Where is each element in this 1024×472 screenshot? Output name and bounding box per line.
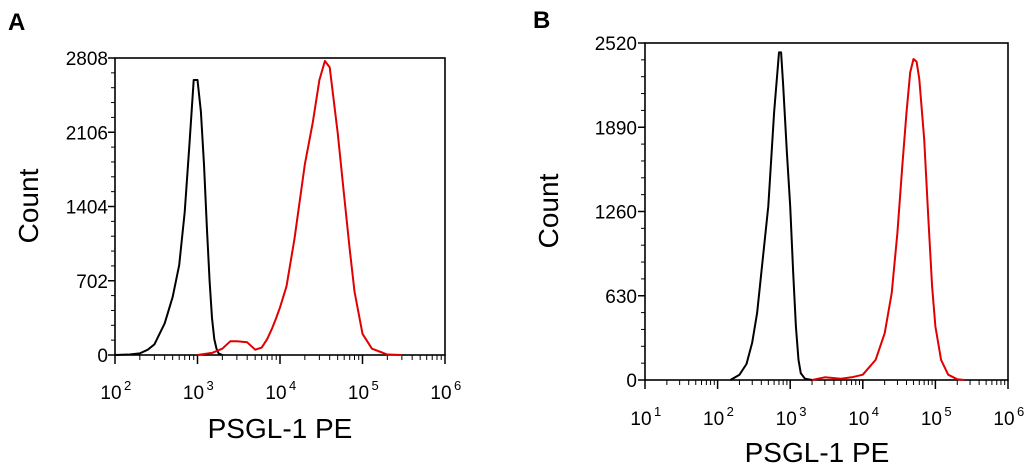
x-tick-exponent: 6 bbox=[1017, 404, 1024, 419]
x-tick-label: 10 bbox=[265, 383, 286, 404]
x-axis-title: PSGL-1 PE bbox=[745, 437, 890, 468]
panel-label: A bbox=[8, 9, 25, 36]
x-tick-label: 10 bbox=[776, 409, 797, 430]
y-tick-label: 2520 bbox=[595, 34, 637, 55]
y-tick-label: 0 bbox=[626, 371, 637, 392]
y-axis-title: Count bbox=[533, 173, 564, 248]
x-tick-label: 10 bbox=[848, 409, 869, 430]
series-line-stained bbox=[197, 60, 402, 356]
y-tick-label: 0 bbox=[97, 346, 108, 367]
series-line-control bbox=[114, 79, 223, 356]
x-tick-exponent: 1 bbox=[654, 404, 661, 419]
series-line-control bbox=[729, 51, 813, 381]
y-tick-label: 2808 bbox=[66, 49, 108, 70]
plot-frame bbox=[114, 57, 446, 356]
panel-label: B bbox=[533, 7, 550, 34]
y-tick-label: 1890 bbox=[595, 118, 637, 139]
x-tick-label: 10 bbox=[183, 383, 204, 404]
x-tick-label: 10 bbox=[430, 383, 451, 404]
x-tick-exponent: 6 bbox=[454, 378, 461, 393]
x-tick-label: 10 bbox=[348, 383, 369, 404]
y-tick-label: 702 bbox=[76, 272, 108, 293]
x-tick-exponent: 5 bbox=[944, 404, 951, 419]
x-tick-exponent: 3 bbox=[799, 404, 806, 419]
x-tick-label: 10 bbox=[100, 383, 121, 404]
x-axis-title: PSGL-1 PE bbox=[208, 413, 353, 444]
x-tick-exponent: 3 bbox=[207, 378, 214, 393]
x-tick-label: 10 bbox=[993, 409, 1014, 430]
x-tick-exponent: 4 bbox=[289, 378, 296, 393]
y-axis-title: Count bbox=[13, 168, 44, 243]
y-tick-label: 630 bbox=[605, 287, 637, 308]
x-tick-exponent: 2 bbox=[124, 378, 131, 393]
series-line-stained bbox=[811, 58, 965, 381]
plot-frame bbox=[644, 42, 1009, 381]
x-tick-exponent: 2 bbox=[727, 404, 734, 419]
y-tick-label: 1260 bbox=[595, 203, 637, 224]
x-tick-label: 10 bbox=[703, 409, 724, 430]
x-tick-label: 10 bbox=[630, 409, 651, 430]
y-tick-label: 2106 bbox=[66, 123, 108, 144]
x-tick-exponent: 4 bbox=[872, 404, 879, 419]
y-tick-label: 1404 bbox=[66, 198, 109, 219]
x-tick-exponent: 5 bbox=[372, 378, 379, 393]
x-tick-label: 10 bbox=[921, 409, 942, 430]
